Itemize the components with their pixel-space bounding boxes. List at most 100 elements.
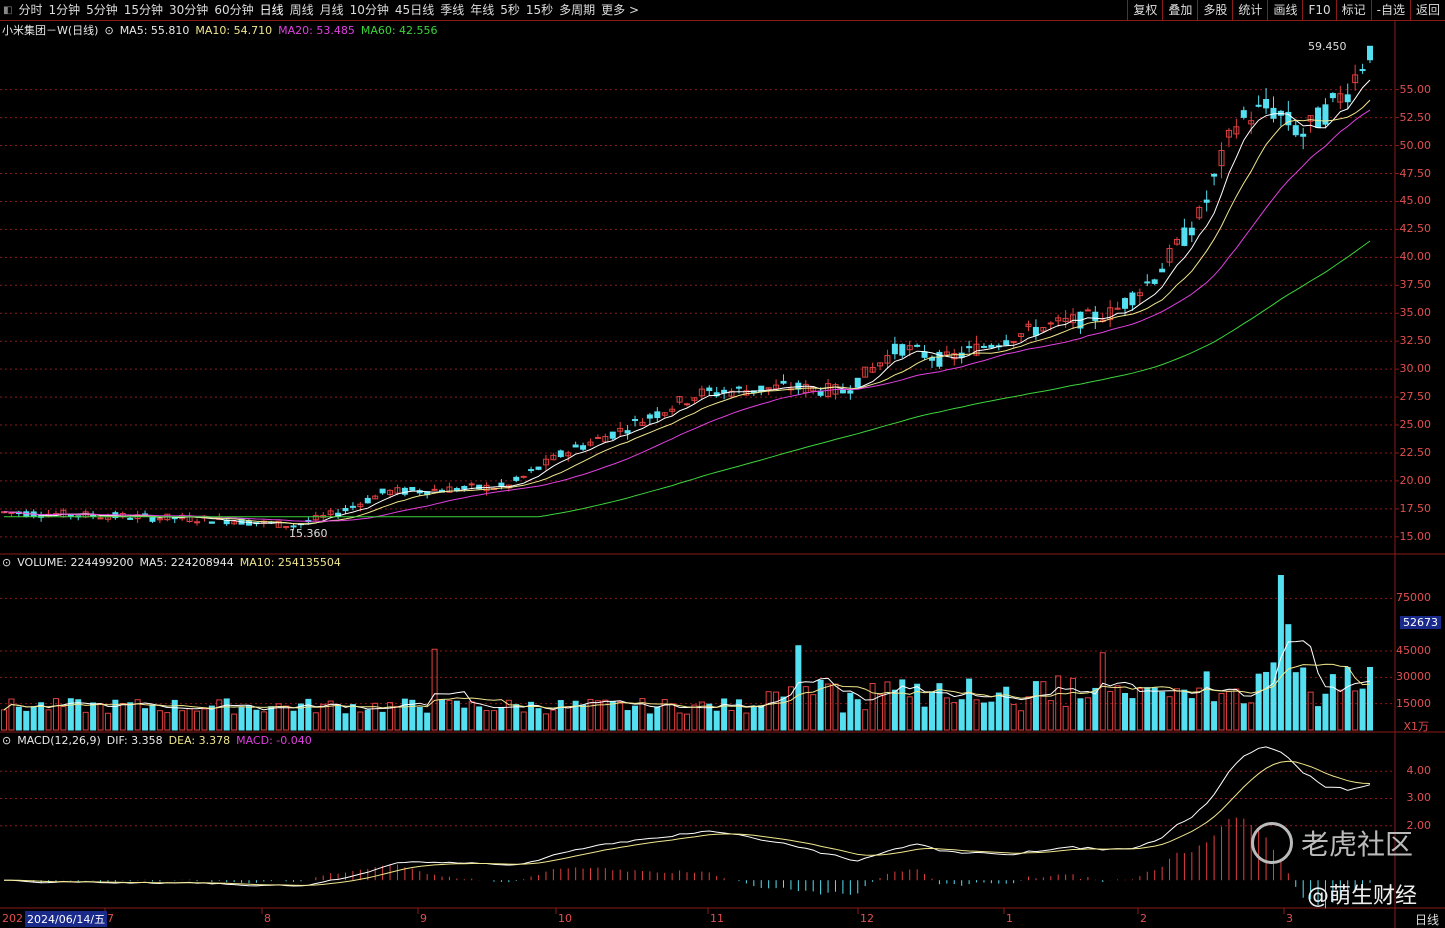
volume-bar	[1122, 692, 1129, 731]
volume-bar	[1196, 687, 1203, 731]
volume-bar	[1070, 677, 1077, 731]
volume-bar	[825, 683, 832, 731]
ma10-value: MA10: 54.710	[195, 23, 273, 37]
candle-body	[587, 441, 594, 446]
candle-body	[594, 436, 601, 439]
remove-watchlist-button[interactable]: -自选	[1370, 0, 1410, 20]
tab-monthly[interactable]: 月线	[319, 3, 344, 17]
menu-icon[interactable]: ◧	[3, 4, 13, 16]
candle-body	[891, 343, 898, 355]
tab-more[interactable]: 更多 >	[601, 3, 640, 17]
volume-bar	[97, 703, 104, 731]
volume-bar	[810, 694, 817, 731]
tab-weekly[interactable]: 周线	[289, 3, 314, 17]
tab-60min[interactable]: 60分钟	[214, 3, 254, 17]
candle-body	[877, 362, 884, 367]
high-price-marker: 59.450	[1308, 40, 1347, 53]
volume-bar	[795, 645, 802, 731]
candle-body	[208, 521, 215, 524]
candle-body	[602, 436, 609, 443]
volume-bar	[1263, 671, 1270, 731]
candle-body	[1129, 292, 1136, 306]
price-tick-label: 55.00	[1399, 82, 1432, 96]
stats-button[interactable]: 统计	[1232, 0, 1267, 20]
cursor-date: 2024/06/14/五	[25, 911, 108, 927]
candle-body	[906, 345, 913, 351]
candle-body	[431, 488, 438, 491]
volume-bar	[194, 710, 201, 731]
tab-5sec[interactable]: 5秒	[500, 3, 520, 17]
adjust-button[interactable]: 复权	[1127, 0, 1162, 20]
tab-15min[interactable]: 15分钟	[123, 3, 164, 17]
tab-daily[interactable]: 日线	[259, 3, 284, 17]
candle-body	[869, 366, 876, 373]
candle-body	[966, 346, 973, 349]
candle-body	[1248, 120, 1255, 125]
candle-body	[988, 344, 995, 348]
price-tick-label: 22.50	[1399, 445, 1432, 459]
volume-bar	[1225, 690, 1232, 731]
tab-30min[interactable]: 30分钟	[169, 3, 209, 17]
candle-body	[1062, 317, 1069, 322]
volume-bar	[268, 706, 275, 731]
volume-bar	[245, 705, 252, 731]
volume-bar	[505, 699, 512, 731]
candle-body	[1122, 298, 1129, 309]
candle-body	[780, 380, 787, 384]
volume-bar	[1136, 688, 1143, 731]
volume-bar	[832, 683, 839, 731]
tab-10min[interactable]: 10分钟	[349, 3, 389, 17]
volume-bar	[171, 699, 178, 731]
candle-body	[379, 488, 386, 494]
tab-multi-period[interactable]: 多周期	[559, 3, 596, 17]
candle-body	[1173, 239, 1180, 245]
price-tick-label: 30.00	[1399, 362, 1432, 376]
collapse-icon[interactable]: ⊙	[2, 556, 12, 569]
price-tick-label: 32.50	[1399, 334, 1432, 348]
candle-body	[617, 427, 624, 432]
macd-dea: DEA: 3.378	[168, 734, 231, 747]
multi-stock-button[interactable]: 多股	[1197, 0, 1232, 20]
month-label: 12	[860, 912, 874, 925]
collapse-icon[interactable]: ⊙	[2, 734, 12, 747]
price-tick-label: 52.50	[1399, 110, 1432, 124]
f10-button[interactable]: F10	[1302, 0, 1335, 20]
candle-body	[357, 503, 364, 508]
candle-body	[639, 421, 646, 426]
tab-5min[interactable]: 5分钟	[86, 3, 118, 17]
candle-body	[669, 408, 676, 412]
volume-bar	[513, 704, 520, 731]
back-button[interactable]: 返回	[1409, 0, 1445, 20]
tab-quarterly[interactable]: 季线	[440, 3, 465, 17]
candle-body	[765, 387, 772, 390]
volume-bar	[305, 698, 312, 731]
macd-legend: ⊙ MACD(12,26,9) DIF: 3.358 DEA: 3.378 MA…	[2, 734, 312, 747]
low-price-marker: 15.360	[289, 527, 328, 540]
volume-bar	[1292, 672, 1299, 731]
volume-bar	[1307, 691, 1314, 731]
volume-bar	[580, 704, 587, 731]
price-tick-label: 27.50	[1399, 390, 1432, 404]
collapse-icon[interactable]: ⊙	[104, 23, 114, 37]
candle-body	[654, 411, 661, 419]
overlay-button[interactable]: 叠加	[1162, 0, 1197, 20]
tab-45day[interactable]: 45日线	[394, 3, 435, 17]
mark-button[interactable]: 标记	[1335, 0, 1371, 20]
tab-intraday[interactable]: 分时	[18, 3, 43, 17]
volume-value: VOLUME: 224499200	[17, 556, 134, 569]
candle-body	[557, 450, 564, 458]
volume-bar	[743, 712, 750, 731]
month-label: 1	[1006, 912, 1013, 925]
volume-bar	[973, 699, 980, 731]
tab-1min[interactable]: 1分钟	[48, 3, 81, 17]
volume-bar	[453, 700, 460, 731]
volume-bar	[1248, 702, 1255, 731]
candle-body	[1107, 307, 1114, 321]
volume-bar	[90, 702, 97, 731]
tab-yearly[interactable]: 年线	[470, 3, 495, 17]
draw-button[interactable]: 画线	[1267, 0, 1302, 20]
candle-body	[127, 517, 134, 520]
candle-body	[1084, 309, 1091, 312]
tab-15sec[interactable]: 15秒	[525, 3, 554, 17]
